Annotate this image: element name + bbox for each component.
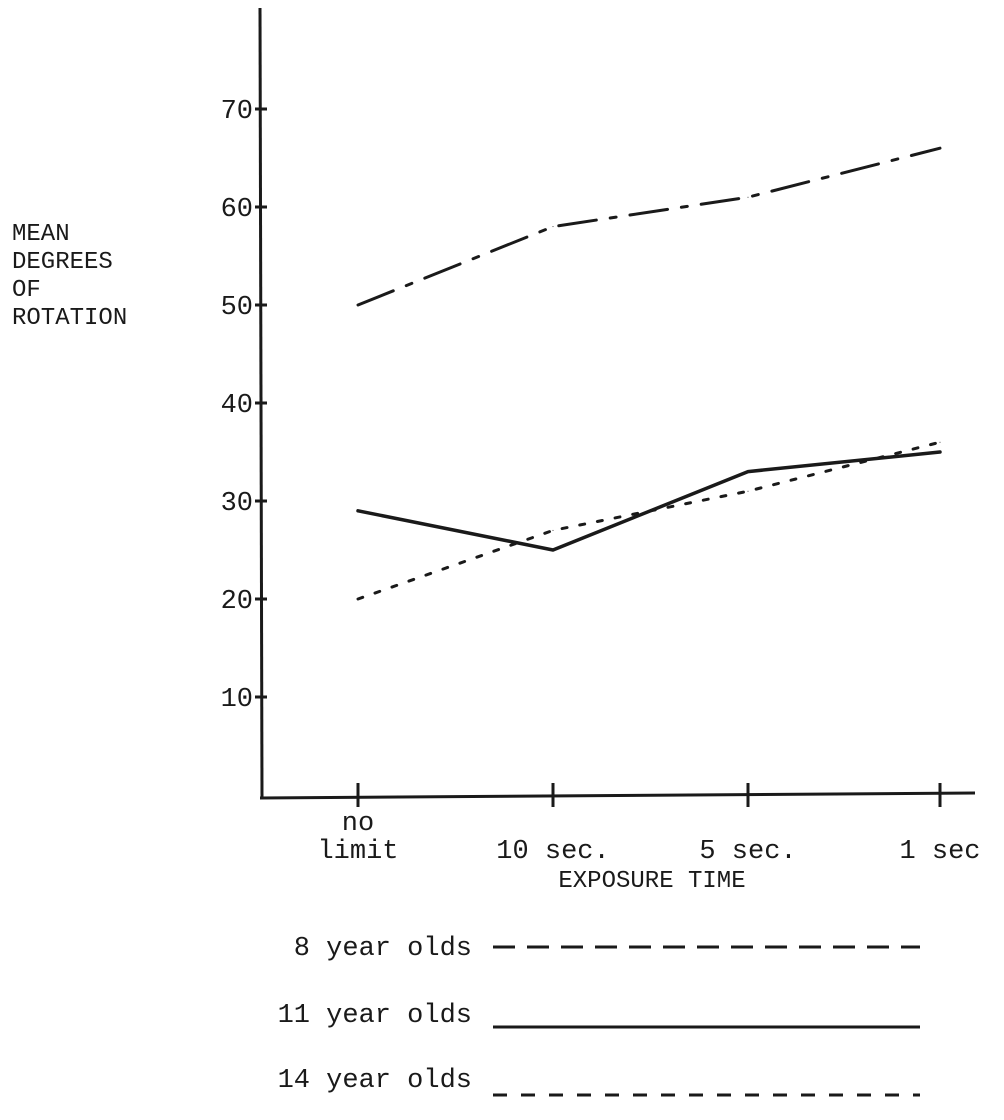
- data-point-11-year-olds: [357, 510, 359, 512]
- y-tick-label: 60: [221, 195, 253, 225]
- legend-label: 8 year olds: [294, 934, 472, 964]
- y-axis-title-line-4: ROTATION: [12, 305, 127, 332]
- x-tick-label: 5 sec.: [699, 837, 796, 867]
- series-lines: [356, 146, 942, 601]
- y-tick-label: 70: [221, 97, 253, 127]
- data-point-11-year-olds: [552, 549, 554, 551]
- data-point-11-year-olds: [939, 451, 941, 453]
- data-point-14-year-olds: [747, 490, 749, 492]
- x-tick-label: no: [342, 809, 374, 839]
- y-tick-label: 20: [221, 587, 253, 617]
- y-axis-title: MEAN DEGREES OF ROTATION: [12, 221, 127, 332]
- y-tick-label: 30: [221, 489, 253, 519]
- legend: 8 year olds 11 year olds 14 year olds: [278, 934, 920, 1097]
- legend-item-14-year-olds: 14 year olds: [278, 1066, 920, 1097]
- data-point-8-year-olds: [747, 196, 749, 198]
- y-axis-title-line-2: DEGREES: [12, 249, 113, 276]
- y-axis-ticks: 10 20 30 40 50 60 70: [221, 97, 267, 715]
- y-tick-label: 10: [221, 685, 253, 715]
- series-line-11-year-olds: [356, 450, 942, 552]
- x-tick-label: 1 sec: [899, 837, 980, 867]
- y-axis-title-line-1: MEAN: [12, 221, 70, 248]
- y-tick-label: 50: [221, 293, 253, 323]
- x-axis-title: EXPOSURE TIME: [558, 868, 745, 895]
- data-point-8-year-olds: [552, 226, 554, 228]
- data-point-14-year-olds: [939, 441, 941, 443]
- data-point-8-year-olds: [939, 147, 941, 149]
- legend-item-11-year-olds: 11 year olds: [278, 1001, 920, 1031]
- data-point-14-year-olds: [357, 598, 359, 600]
- series-line-14-year-olds: [356, 440, 942, 601]
- legend-item-8-year-olds: 8 year olds: [294, 934, 920, 964]
- series-line-8-year-olds: [356, 146, 942, 307]
- data-point-14-year-olds: [552, 529, 554, 531]
- legend-label: 11 year olds: [278, 1001, 472, 1031]
- x-tick-label: limit: [317, 837, 398, 867]
- x-axis-line: [259, 791, 976, 800]
- data-point-11-year-olds: [747, 471, 749, 473]
- data-point-8-year-olds: [357, 304, 359, 306]
- y-tick-label: 40: [221, 391, 253, 421]
- x-tick-label: 10 sec.: [496, 837, 609, 867]
- legend-label: 14 year olds: [278, 1066, 472, 1096]
- y-axis-title-line-3: OF: [12, 277, 41, 304]
